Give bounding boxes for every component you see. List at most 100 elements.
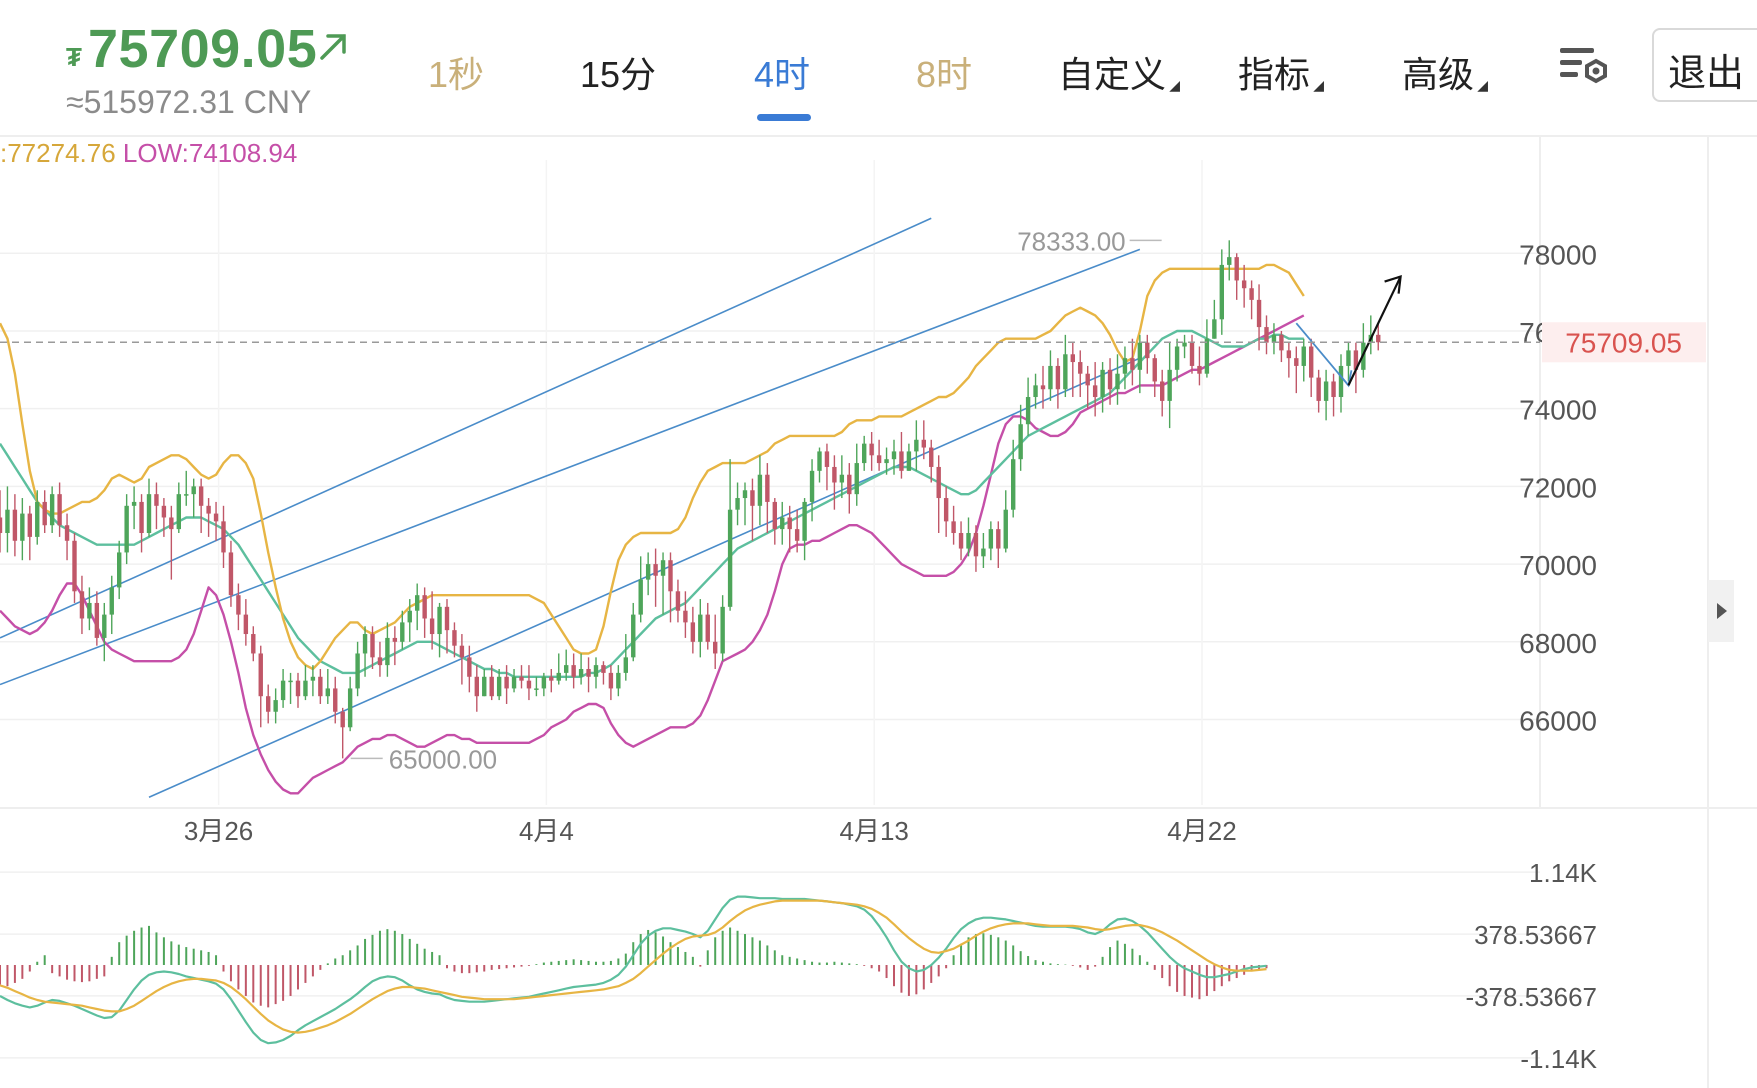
candle-body <box>705 614 710 642</box>
candle <box>213 501 219 541</box>
candle <box>1309 338 1314 398</box>
candle <box>318 669 323 704</box>
tab-8h[interactable]: 8时 <box>916 54 973 95</box>
candle <box>57 482 62 537</box>
candle-body <box>862 443 867 464</box>
current-price-label: 75709.05 <box>1565 327 1682 358</box>
candle <box>1189 334 1195 374</box>
candle <box>1279 330 1284 363</box>
candle <box>921 420 926 460</box>
tab-1s[interactable]: 1秒 <box>428 54 485 95</box>
candle-body <box>742 490 748 499</box>
y-tick-label: 68000 <box>1519 628 1597 659</box>
candle-body <box>1249 288 1254 300</box>
tab-custom[interactable]: 自定义 ◢ <box>1058 46 1180 98</box>
candle <box>407 599 412 642</box>
candle <box>1204 319 1210 378</box>
candle <box>496 669 502 701</box>
candle-body <box>929 447 934 467</box>
candle <box>437 602 442 658</box>
candle-body <box>280 680 286 701</box>
price-cny: ≈515972.31 CNY <box>66 84 312 120</box>
candle <box>221 505 226 568</box>
candle <box>668 552 673 623</box>
price-chart[interactable]: 780007600074000720007000068000660003月264… <box>0 130 1757 1088</box>
candle <box>489 665 494 701</box>
candle-body <box>1145 342 1150 359</box>
candle <box>325 669 330 704</box>
candle-body <box>407 610 412 623</box>
candle-body <box>94 602 100 638</box>
candle-body <box>139 501 144 534</box>
candle <box>1249 280 1254 320</box>
candles <box>0 240 1381 759</box>
candle-body <box>340 711 345 728</box>
candle <box>1048 350 1053 401</box>
candle-body <box>303 680 308 697</box>
candle-body <box>631 614 636 658</box>
candle-body <box>526 680 532 689</box>
tab-4h[interactable]: 4时 <box>754 54 811 95</box>
candle-body <box>310 676 316 681</box>
candle-body <box>884 459 889 464</box>
tab-15m[interactable]: 15分 <box>580 54 657 95</box>
tab-advanced[interactable]: 高级 ◢ <box>1402 46 1488 98</box>
dropdown-corner-icon: ◢ <box>1169 77 1181 93</box>
candle-body <box>1092 385 1098 398</box>
candle <box>1070 342 1075 398</box>
candle-body <box>772 501 777 530</box>
candle <box>79 575 85 635</box>
candle <box>266 684 271 724</box>
candle <box>102 602 107 662</box>
candle <box>817 447 822 483</box>
candle-body <box>765 474 770 502</box>
candle <box>899 431 904 479</box>
candle <box>161 498 167 537</box>
chart-settings-icon[interactable] <box>1558 44 1610 90</box>
tab-custom-label: 自定义 <box>1058 54 1167 95</box>
candle-body <box>1018 424 1023 460</box>
candle-body <box>824 451 830 467</box>
candle-body <box>757 474 763 506</box>
candle <box>1301 338 1306 382</box>
candle <box>519 665 524 689</box>
candle <box>340 707 345 759</box>
candle-body <box>541 676 547 689</box>
candle-body <box>206 505 211 514</box>
candle-body <box>318 676 323 697</box>
candle <box>824 443 830 491</box>
candle <box>809 459 815 522</box>
candle-body <box>1189 342 1195 366</box>
candle <box>273 688 278 724</box>
candle-body <box>981 548 986 557</box>
candle <box>1011 439 1016 518</box>
candle <box>1003 490 1008 553</box>
candle-body <box>109 587 114 615</box>
candle <box>12 494 18 557</box>
candle <box>280 669 286 708</box>
candle-body <box>966 533 971 549</box>
candle-body <box>12 509 18 541</box>
candle-body <box>1122 358 1128 374</box>
candle <box>578 653 584 685</box>
candle-body <box>415 595 420 611</box>
top-bar: ₮ 75709.05 ≈515972.31 CNY 1秒 15分 4时 8时 自… <box>0 0 1757 135</box>
x-tick-label: 3月26 <box>184 816 253 846</box>
candle <box>154 482 159 530</box>
candle-body <box>266 696 271 712</box>
candle <box>891 439 897 475</box>
candle <box>832 455 837 510</box>
exit-button[interactable]: 退出 <box>1652 28 1757 102</box>
candle-body <box>79 591 85 619</box>
candle-body <box>1227 257 1232 265</box>
candle <box>303 665 308 701</box>
candle <box>1264 315 1269 355</box>
candle-body <box>519 676 524 681</box>
candle <box>467 645 472 693</box>
expand-panel-button[interactable] <box>1708 580 1734 642</box>
tab-indicators[interactable]: 指标 ◢ <box>1238 46 1324 98</box>
candle-body <box>623 657 628 673</box>
currency-symbol: ₮ <box>66 42 82 72</box>
candle <box>705 602 710 650</box>
candle-body <box>444 606 450 631</box>
